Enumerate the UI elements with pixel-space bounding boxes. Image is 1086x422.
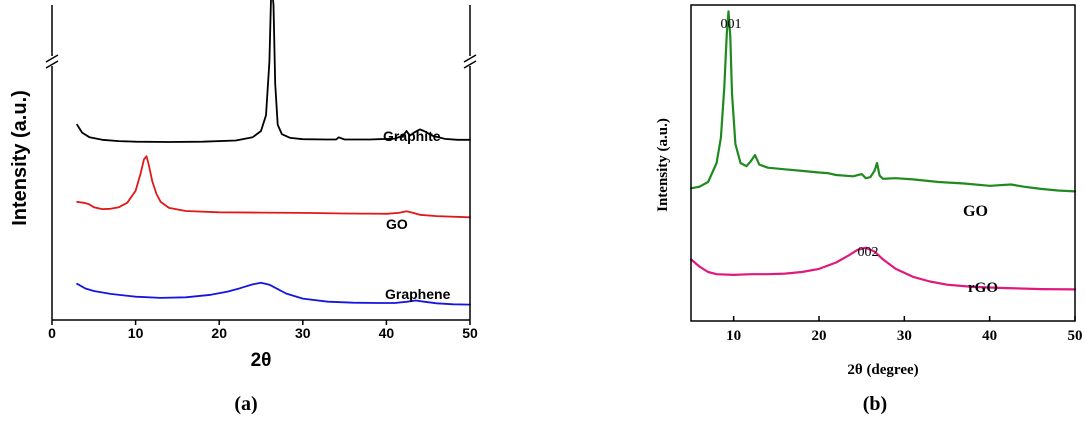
panel-label-b: (b) — [863, 393, 887, 415]
x-tick-label: 0 — [48, 325, 56, 341]
series-label-go-b: GO — [963, 203, 988, 220]
chart-a-y-axis-label: Intensity (a.u.) — [9, 90, 31, 226]
x-tick-label: 50 — [1068, 328, 1083, 344]
chart-a-axes — [45, 5, 477, 321]
x-tick-label: 30 — [295, 325, 311, 341]
series-line-go — [689, 10, 1077, 193]
chart-b-frame — [690, 4, 1076, 322]
x-tick-label: 20 — [211, 325, 227, 341]
chart-b-x-ticks: 10 20 30 40 50 — [726, 316, 1083, 344]
peak-label-001: 001 — [721, 17, 742, 32]
series-label-graphite: Graphite — [383, 128, 441, 144]
series-line-graphene — [76, 281, 471, 306]
series-label-graphene: Graphene — [385, 286, 451, 302]
x-tick-label: 30 — [897, 328, 912, 344]
x-tick-label: 50 — [462, 325, 478, 341]
x-tick-label: 40 — [379, 325, 395, 341]
chart-b-x-axis-label: 2θ (degree) — [847, 362, 918, 378]
series-label-rgo: rGO — [968, 280, 998, 296]
x-tick-label: 40 — [982, 328, 997, 344]
peak-label-002: 002 — [858, 245, 879, 260]
chart-b: 10 20 30 40 50 2θ (degree) Intensity (a.u.) … — [655, 4, 1083, 415]
series-line-rgo — [689, 246, 1077, 291]
x-tick-label: 10 — [726, 328, 741, 344]
chart-a-axis-break-left — [45, 54, 59, 69]
chart-a-axis-break-right — [463, 54, 477, 69]
chart-a-series-group — [76, 0, 471, 306]
x-tick-label: 20 — [812, 328, 827, 344]
chart-b-y-axis-label: Intensity (a.u.) — [655, 118, 671, 212]
series-line-graphite — [76, 0, 471, 143]
series-line-go — [76, 155, 471, 219]
chart-a-x-ticks: 0 10 20 30 40 50 — [48, 320, 478, 341]
series-label-go: GO — [386, 216, 408, 232]
chart-b-axes — [690, 4, 1076, 322]
chart-b-series-group — [689, 10, 1077, 291]
chart-a: 0 10 20 30 40 50 2θ Intensity (a.u.) Graphite… — [9, 0, 478, 415]
chart-a-x-axis-label: 2θ — [251, 350, 272, 371]
panel-label-a: (a) — [234, 393, 257, 415]
x-tick-label: 10 — [128, 325, 144, 341]
